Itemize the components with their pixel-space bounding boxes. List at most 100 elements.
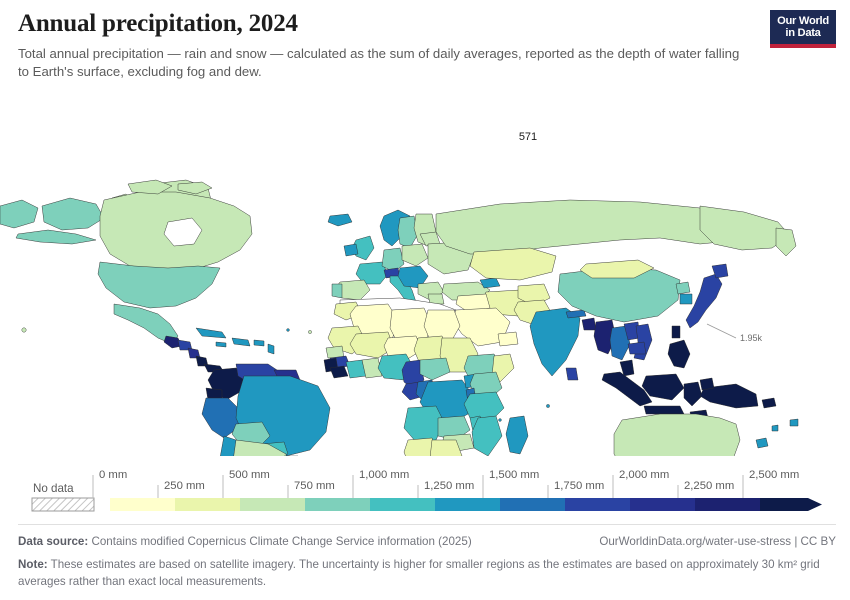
country-mozambique — [471, 415, 503, 456]
country-canada-arctic-1 — [127, 179, 173, 195]
country-aleutians — [15, 229, 97, 245]
island-dot-d — [498, 418, 502, 422]
country-papua-new-guinea — [699, 383, 759, 409]
country-philippines — [667, 339, 691, 369]
legend-overflow-arrow — [808, 498, 822, 511]
island-dot-c — [546, 404, 550, 408]
country-australia — [613, 413, 741, 456]
owid-url-license[interactable]: OurWorldinData.org/water-use-stress | CC… — [599, 535, 836, 548]
country-egypt — [423, 309, 461, 341]
country-botswana — [429, 439, 463, 456]
country-kamchatka — [775, 227, 797, 257]
legend-bin-4 — [370, 498, 435, 511]
country-sulawesi — [683, 381, 703, 407]
chart-footer: Data source: Contains modified Copernicu… — [18, 524, 836, 591]
country-madagascar — [505, 415, 529, 455]
country-guatemala — [163, 335, 183, 349]
country-hokkaido — [711, 263, 729, 279]
country-south-korea — [679, 293, 693, 305]
footer-divider — [18, 524, 836, 525]
legend-bin-5 — [435, 498, 500, 511]
legend-bin-0 — [110, 498, 175, 511]
legend-tick-4: 1,000 mm — [359, 469, 409, 481]
note-text: These estimates are based on satellite i… — [18, 558, 820, 589]
country-united-states — [97, 261, 221, 309]
legend-bin-7 — [565, 498, 630, 511]
legend-no-data-swatch — [31, 497, 95, 512]
russia-value-label: 571 — [519, 131, 537, 143]
legend-bin-9 — [695, 498, 760, 511]
region-hudson-bay — [163, 217, 203, 247]
island-dot-b — [308, 330, 312, 334]
legend-tick-5: 1,250 mm — [424, 480, 474, 492]
country-taiwan — [671, 325, 681, 339]
country-yemen-oman — [497, 331, 519, 347]
country-argentina — [233, 439, 287, 456]
legend-tick-0: 0 mm — [99, 469, 127, 481]
country-greece — [427, 293, 445, 305]
country-namibia — [403, 437, 439, 456]
country-borneo — [641, 373, 685, 401]
legend-tick-labels: 0 mm 250 mm 500 mm 750 mm 1,000 mm 1,250… — [99, 469, 799, 492]
country-russia-east — [699, 205, 791, 251]
country-bangladesh — [581, 317, 597, 331]
map-legend[interactable]: No data 0 mm 250 mm 500 mm — [0, 458, 850, 516]
chart-header: Annual precipitation, 2024 Total annual … — [18, 10, 832, 81]
legend-tick-10: 2,500 mm — [749, 469, 799, 481]
legend-tick-lines — [92, 475, 744, 498]
data-source-text: Contains modified Copernicus Climate Cha… — [91, 535, 472, 548]
owid-logo[interactable]: Our World in Data — [770, 10, 836, 48]
legend-bin-1 — [175, 498, 240, 511]
legend-tick-7: 1,750 mm — [554, 480, 604, 492]
legend-tick-6: 1,500 mm — [489, 469, 539, 481]
island-dot-a — [21, 327, 27, 333]
note-label: Note: — [18, 558, 48, 572]
country-cambodia — [627, 341, 647, 355]
country-north-korea — [675, 281, 691, 295]
owid-logo-line2: in Data — [785, 27, 821, 39]
country-java — [643, 405, 685, 415]
country-ghana-togo — [361, 357, 383, 379]
country-cuba — [195, 327, 227, 339]
japan-leader-line — [706, 323, 737, 339]
legend-bin-6 — [500, 498, 565, 511]
owid-logo-line1: Our World — [777, 15, 829, 28]
country-iceland — [327, 213, 353, 227]
country-mongolia — [579, 259, 655, 279]
country-hispaniola — [231, 337, 251, 347]
country-nepal — [565, 309, 587, 319]
island-dot-e — [286, 328, 290, 332]
country-fiji — [789, 418, 799, 427]
chart-note: Note: These estimates are based on satel… — [18, 557, 836, 591]
country-ireland — [343, 243, 359, 257]
country-sri-lanka — [565, 367, 579, 381]
country-lesser-antilles — [267, 343, 275, 355]
data-source-label: Data source: — [18, 535, 89, 548]
country-portugal — [331, 283, 343, 299]
data-source-line: Data source: Contains modified Copernicu… — [18, 534, 472, 550]
country-pacific-dot-a — [771, 424, 779, 432]
country-india — [529, 307, 581, 377]
legend-bin-8 — [630, 498, 695, 511]
legend-tick-2: 500 mm — [229, 469, 270, 481]
country-japan — [685, 273, 723, 329]
country-poland — [401, 243, 429, 267]
country-germany — [381, 247, 405, 273]
country-russia — [435, 199, 761, 255]
legend-tick-8: 2,000 mm — [619, 469, 669, 481]
map-countries — [0, 179, 799, 456]
legend-bin-10 — [760, 498, 808, 511]
country-car — [419, 357, 451, 381]
country-kazakhstan — [469, 247, 557, 281]
legend-bin-3 — [305, 498, 370, 511]
chart-subtitle: Total annual precipitation — rain and sn… — [18, 46, 740, 80]
country-france — [355, 261, 389, 285]
country-puerto-rico — [253, 339, 265, 347]
country-liberia — [329, 365, 349, 379]
country-new-caledonia — [755, 437, 769, 449]
world-choropleth-map[interactable]: 571 1.95k — [0, 88, 850, 456]
country-georgia-caucasus — [479, 277, 501, 289]
map-annotations: 571 1.95k — [519, 131, 763, 343]
country-sumatra — [601, 371, 653, 407]
